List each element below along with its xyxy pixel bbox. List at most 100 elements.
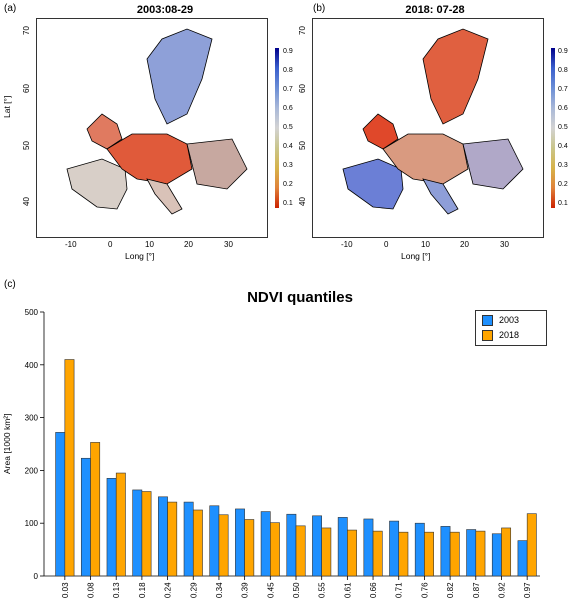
legend-item-2003: 2003 xyxy=(482,315,540,327)
central-europe-shape xyxy=(106,133,193,185)
bar-2018-0.82 xyxy=(449,531,460,577)
bar-2003-0.45 xyxy=(260,511,271,577)
bar-2018-0.76 xyxy=(424,531,434,577)
bar-2003-0.24 xyxy=(158,496,168,577)
bar-2003-0.71 xyxy=(389,520,400,577)
colorbar-tick: 0.8 xyxy=(283,67,293,74)
colorbar-tick: 0.8 xyxy=(558,67,568,74)
bar-2003-0.61 xyxy=(337,517,348,577)
colorbar-tick: 0.6 xyxy=(283,105,293,112)
bar-2018-0.50 xyxy=(295,525,306,577)
bar-2018-0.34 xyxy=(218,514,229,577)
britain-shape xyxy=(86,113,123,150)
x-tick-label: 0.08 xyxy=(87,582,96,598)
panel-a-title: 2003:08-29 xyxy=(136,4,194,16)
panel-a-xtick: 30 xyxy=(224,240,233,249)
panel-a-map xyxy=(66,28,248,215)
x-tick-label: 0.24 xyxy=(164,582,173,598)
x-tick-label: 0.87 xyxy=(472,582,481,598)
y-tick-label: 400 xyxy=(25,361,39,370)
legend-swatch-2003 xyxy=(482,315,493,327)
x-tick-label: 0.71 xyxy=(395,582,404,598)
colorbar-tick: 0.3 xyxy=(283,162,293,169)
panel-b-xtick: 0 xyxy=(384,240,389,249)
panel-a-xtick: 10 xyxy=(145,240,154,249)
colorbar-tick: 0.9 xyxy=(283,48,293,55)
colorbar-tick: 0.6 xyxy=(558,105,568,112)
panel-a-xtick: -10 xyxy=(65,240,77,249)
iberia-shape xyxy=(342,158,404,210)
panel-a-ytick: 60 xyxy=(21,84,31,93)
bar-2003-0.39 xyxy=(235,508,245,577)
panel-a-xtick: 0 xyxy=(108,240,113,249)
bar-2018-0.39 xyxy=(244,519,255,577)
scandinavia-shape xyxy=(422,28,489,125)
x-tick-label: 0.66 xyxy=(369,582,378,598)
panel-b-ytick: 60 xyxy=(297,84,307,93)
bar-2003-0.03 xyxy=(55,432,66,577)
x-tick-label: 0.18 xyxy=(138,582,147,598)
legend-label-2003: 2003 xyxy=(499,315,520,325)
x-tick-label: 0.39 xyxy=(241,582,250,598)
x-tick-label: 0.61 xyxy=(343,582,352,598)
panel-a-map-frame xyxy=(36,18,268,238)
y-tick-label: 100 xyxy=(25,519,39,528)
bar-2018-0.55 xyxy=(321,527,332,577)
bar-2018-0.18 xyxy=(141,491,152,577)
panel-c-label: (c) xyxy=(4,279,16,290)
bar-2018-0.29 xyxy=(192,509,203,577)
chart-legend: 2003 2018 xyxy=(475,310,547,347)
central-europe-shape xyxy=(382,133,469,185)
colorbar-tick: 0.5 xyxy=(283,124,293,131)
panel-b-title: 2018: 07-28 xyxy=(405,4,465,16)
bar-2003-0.92 xyxy=(491,533,502,577)
colorbar-tick: 0.4 xyxy=(283,143,293,150)
bar-2018-0.92 xyxy=(501,527,512,577)
colorbar-tick: 0.2 xyxy=(558,181,568,188)
bar-chart: 0 100 200 300 400 500 0.03 0.08 0.13 0.18 0.24 0.29… xyxy=(25,308,540,598)
panel-b-ytick: 70 xyxy=(297,26,307,35)
x-tick-label: 0.97 xyxy=(523,582,532,598)
italy-shape xyxy=(422,178,459,215)
colorbar-tick: 0.2 xyxy=(283,181,293,188)
bar-2003-0.66 xyxy=(363,518,374,577)
bar-2003-0.08 xyxy=(80,457,91,577)
scandinavia-shape xyxy=(146,28,213,125)
panel-b-xlabel: Long [°] xyxy=(401,251,431,261)
bar-2018-0.87 xyxy=(475,530,486,577)
colorbar-tick: 0.9 xyxy=(558,48,568,55)
bar-2018-0.24 xyxy=(167,501,178,577)
east-europe-shape xyxy=(186,138,248,190)
panel-a-xtick: 20 xyxy=(184,240,193,249)
bar-2003-0.34 xyxy=(209,505,220,577)
colorbar-tick: 0.7 xyxy=(558,86,568,93)
colorbar-a-ticks: 0.9 0.8 0.7 0.6 0.5 0.4 0.3 0.2 0.1 xyxy=(283,48,307,208)
colorbar-b-ticks: 0.9 0.8 0.7 0.6 0.5 0.4 0.3 0.2 0.1 xyxy=(558,48,577,208)
y-tick-label: 0 xyxy=(34,572,39,581)
bar-2018-0.66 xyxy=(372,530,383,577)
bar-2003-0.76 xyxy=(414,522,425,577)
panel-a-xlabel: Long [°] xyxy=(125,251,155,261)
bar-2018-0.08 xyxy=(90,442,101,577)
bar-2003-0.97 xyxy=(517,540,528,577)
colorbar-tick: 0.1 xyxy=(558,200,568,207)
y-tick-label: 500 xyxy=(25,308,39,317)
colorbar-tick: 0.7 xyxy=(283,86,293,93)
panel-a-ytick: 50 xyxy=(21,141,31,150)
panel-a-ytick: 70 xyxy=(21,26,31,35)
colorbar-tick: 0.5 xyxy=(558,124,568,131)
x-tick-label: 0.29 xyxy=(189,582,198,598)
italy-shape xyxy=(146,178,183,215)
x-tick-label: 0.03 xyxy=(61,582,70,598)
bar-2018-0.03 xyxy=(64,359,75,577)
x-tick-label: 0.13 xyxy=(112,582,121,598)
colorbar-b xyxy=(551,48,555,208)
panel-b-map-frame xyxy=(312,18,544,238)
bar-2003-0.82 xyxy=(440,526,451,577)
panel-b-ytick: 40 xyxy=(297,197,307,206)
colorbar-tick: 0.4 xyxy=(558,143,568,150)
panel-b-ytick: 50 xyxy=(297,141,307,150)
legend-swatch-2018 xyxy=(482,330,493,342)
bar-2003-0.50 xyxy=(286,513,297,577)
bar-2003-0.87 xyxy=(466,529,477,577)
